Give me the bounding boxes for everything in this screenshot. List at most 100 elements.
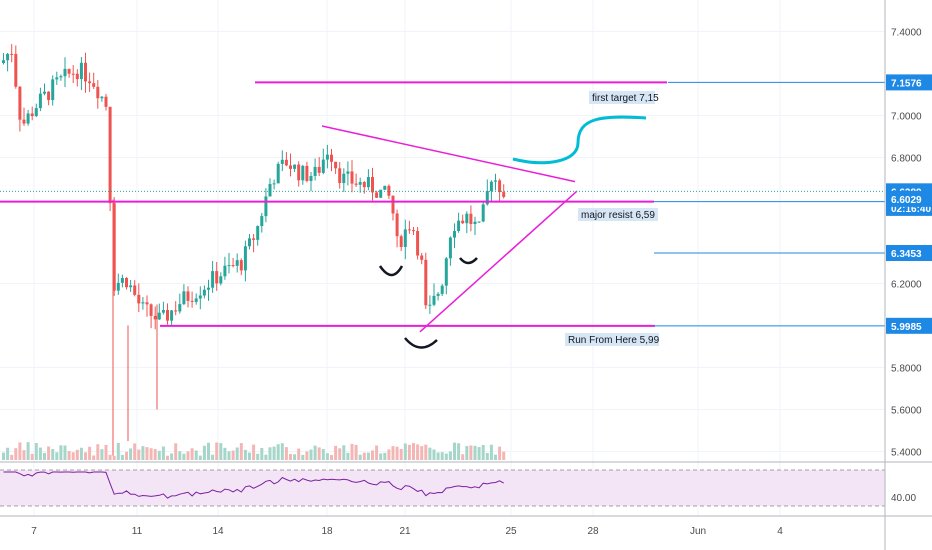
volume-bar (14, 448, 18, 460)
volume-bar (120, 454, 124, 460)
volume-bar (448, 451, 452, 460)
candle (268, 183, 272, 197)
note-run-from-here[interactable]: Run From Here 5,99 (565, 333, 660, 346)
candle (420, 255, 424, 260)
candle (215, 271, 219, 284)
candle (346, 171, 350, 174)
candle (231, 265, 235, 267)
volume-bar (395, 446, 399, 460)
volume-bars (2, 442, 506, 460)
candle (202, 289, 206, 296)
volume-bar (375, 445, 379, 460)
triangle-upper-trendline[interactable] (321, 125, 576, 183)
candle (481, 204, 485, 222)
volume-bar (34, 443, 38, 460)
candle (338, 168, 342, 184)
candle (379, 189, 383, 198)
triangle-lower-trendline[interactable] (419, 190, 578, 333)
volume-bar (424, 444, 428, 460)
candle (71, 73, 75, 75)
candle (26, 113, 30, 124)
volume-bar (379, 453, 383, 460)
price-tag: 7.1576 (886, 74, 932, 91)
candle (252, 238, 256, 240)
candle (248, 238, 251, 247)
volume-bar (420, 446, 424, 460)
volume-bar (293, 454, 297, 460)
candle (498, 180, 502, 193)
volume-bar (301, 454, 305, 460)
candle (448, 237, 452, 259)
volume-bar (502, 451, 506, 460)
volume-bar (2, 452, 5, 460)
candle (309, 175, 313, 181)
candle (280, 159, 284, 164)
volume-bar (63, 445, 67, 460)
volume-bar (47, 446, 51, 460)
candle (489, 181, 493, 192)
candle (264, 196, 268, 217)
volume-bar (317, 447, 321, 460)
candle (289, 165, 292, 169)
volume-bar (227, 451, 231, 460)
candle (403, 229, 407, 247)
volume-bar (256, 453, 260, 460)
volume-bar (129, 448, 133, 460)
volume-bar (215, 442, 219, 460)
candle (330, 154, 333, 162)
volume-bar (260, 448, 264, 460)
candle (297, 164, 301, 181)
volume-bar (313, 445, 317, 460)
volume-bar (461, 454, 465, 460)
price-tag-label: 02:16:40 (891, 204, 931, 215)
candle (34, 108, 38, 117)
volume-bar (465, 446, 469, 460)
price-tag-box (886, 74, 932, 91)
price-tag-box (886, 190, 932, 207)
time-axis[interactable]: 7 11 14 18 21 25 28 Jun 4 (31, 526, 783, 537)
projection-arrow (512, 115, 647, 165)
candle (358, 182, 362, 185)
volume-bar (309, 449, 313, 460)
drawings-layer (0, 81, 667, 349)
volume-bar (174, 443, 178, 460)
volume-bar (186, 451, 190, 460)
volume-bar (403, 443, 407, 460)
candle (412, 230, 415, 232)
candle (325, 154, 329, 160)
candle (30, 113, 34, 117)
y-tick-label: 7.4000 (891, 28, 922, 39)
note-major-resist[interactable]: major resist 6,59 (578, 208, 658, 221)
volume-bar (498, 446, 502, 460)
candle (75, 73, 79, 80)
candle (51, 79, 55, 101)
candle (485, 191, 489, 205)
volume-bar (321, 449, 325, 460)
candle (170, 310, 174, 321)
candle (317, 166, 321, 173)
price-tag-label: 6.6029 (891, 195, 922, 206)
volume-bar (453, 442, 456, 460)
candle (375, 192, 379, 198)
price-axis[interactable]: 7.4000 7.0000 6.8000 6.2000 5.8000 5.6000 5.40… (891, 28, 922, 459)
x-tick-label: 4 (777, 526, 783, 537)
candle (354, 183, 358, 185)
candle (256, 226, 260, 240)
volume-bar (272, 446, 276, 460)
candle (186, 291, 190, 301)
volume-bar (239, 443, 243, 460)
rsi-pane (0, 469, 885, 507)
note-first-target[interactable]: first target 7,15 (589, 91, 659, 104)
volume-bar (43, 452, 46, 460)
volume-bar (276, 444, 280, 460)
candle (2, 60, 5, 63)
candle (219, 276, 223, 284)
candle (145, 302, 149, 305)
volume-bar (157, 450, 161, 460)
candle (190, 300, 194, 302)
price-tag-label: 7.1576 (891, 78, 922, 89)
volume-bar (330, 455, 333, 460)
x-tick-label: 21 (399, 526, 411, 537)
